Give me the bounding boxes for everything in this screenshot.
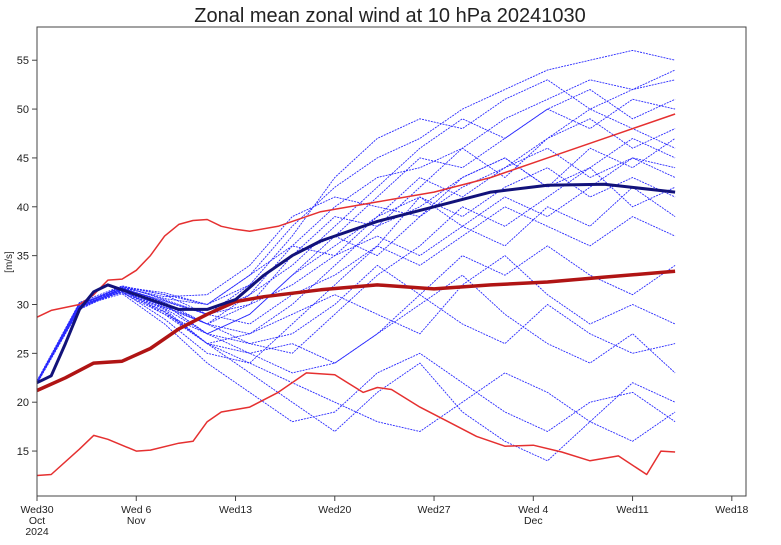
x-tick-label: Wed18 (715, 504, 748, 516)
x-tick-label: Wed20 (318, 504, 351, 516)
chart-title: Zonal mean zonal wind at 10 hPa 20241030 (194, 5, 585, 27)
ensemble-member-line (36, 98, 676, 384)
x-tick-label: 2024 (25, 526, 49, 538)
ensemble-member-line (36, 290, 676, 383)
y-axis-label: [m/s] (4, 251, 15, 273)
y-tick-label: 40 (17, 202, 29, 214)
climatology-mean-line (36, 269, 676, 393)
plot-frame (36, 26, 747, 497)
x-tick-label: Wed11 (616, 504, 648, 516)
y-tick-label: 35 (17, 251, 29, 263)
y-tick-label: 15 (17, 446, 29, 458)
ensemble-member-line (36, 167, 676, 382)
x-tick-label: Nov (127, 515, 146, 527)
y-axis: 15 20 25 30 35 40 45 50 55 (17, 55, 37, 458)
climatology-lines (36, 113, 676, 477)
y-tick-label: 20 (17, 397, 29, 409)
x-tick-label: Wed13 (219, 504, 252, 516)
x-tick-label: Dec (524, 515, 543, 527)
ensemble-member-line (36, 289, 676, 462)
ensemble-members (36, 49, 676, 462)
y-tick-label: 30 (17, 299, 29, 311)
climatology-min-line (36, 372, 676, 477)
ensemble-member-line (36, 167, 676, 383)
x-tick-label: Wed30 (20, 504, 53, 516)
x-tick-label: Wed 6 (121, 504, 151, 516)
ensemble-member-line (36, 69, 676, 381)
ensemble-mean-group (36, 182, 676, 385)
ensemble-mean-line (36, 182, 676, 385)
ensemble-member-line (36, 49, 676, 383)
ensemble-member-line (36, 79, 676, 383)
y-tick-label: 55 (17, 55, 29, 67)
x-tick-label: Oct (29, 515, 45, 527)
y-tick-label: 50 (17, 104, 29, 116)
y-tick-label: 25 (17, 348, 29, 360)
climatology-max-line (36, 113, 676, 318)
ensemble-member-line (36, 186, 676, 384)
ensemble-member-line (36, 137, 676, 383)
ensemble-member-line (36, 293, 676, 432)
y-tick-label: 45 (17, 153, 29, 165)
ensemble-member-line (36, 89, 676, 381)
ensemble-member-line (36, 255, 676, 384)
ensemble-member-line (36, 245, 676, 382)
x-tick-label: Wed 4 (518, 504, 548, 516)
ensemble-member-line (36, 291, 676, 442)
x-tick-label: Wed27 (417, 504, 450, 516)
